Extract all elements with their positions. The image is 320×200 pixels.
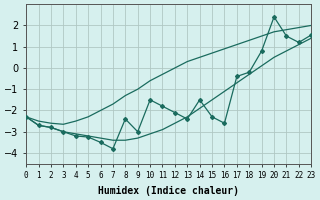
X-axis label: Humidex (Indice chaleur): Humidex (Indice chaleur) [98,186,239,196]
